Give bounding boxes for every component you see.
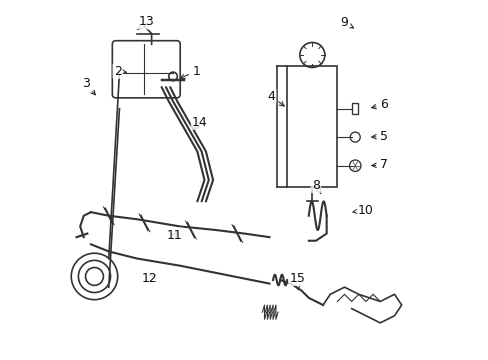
Text: 4: 4 [267, 90, 284, 106]
Text: 9: 9 [340, 16, 353, 29]
Bar [287, 66, 337, 187]
Text: 6: 6 [371, 99, 387, 112]
Bar [351, 103, 357, 114]
Text: 8: 8 [311, 179, 320, 193]
Text: 7: 7 [371, 158, 387, 171]
Text: 3: 3 [81, 77, 95, 95]
Text: 11: 11 [166, 229, 183, 242]
Text: 12: 12 [142, 272, 158, 285]
Text: 14: 14 [192, 116, 207, 130]
Text: 13: 13 [138, 15, 154, 30]
Text: 1: 1 [180, 64, 200, 78]
Text: 10: 10 [352, 204, 373, 217]
Text: 2: 2 [114, 64, 126, 77]
Text: 15: 15 [289, 272, 305, 289]
Text: 5: 5 [371, 130, 387, 143]
